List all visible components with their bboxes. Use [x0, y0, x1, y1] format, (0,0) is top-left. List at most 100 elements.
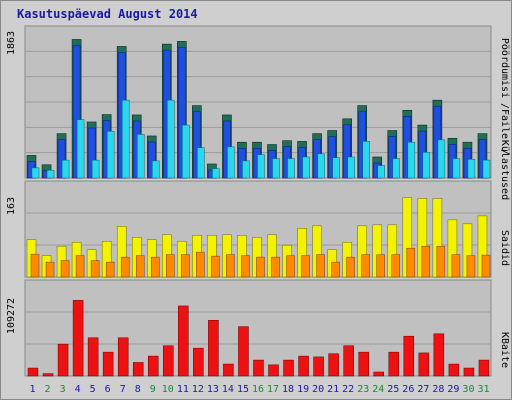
y-scale-label: 163 — [6, 197, 17, 215]
bar-faile — [257, 154, 265, 179]
bar-kbaite — [87, 337, 99, 377]
bar-saidid — [451, 254, 461, 278]
legend-poordumisi: Pöördumisi — [499, 38, 510, 98]
bar-pooringuid — [343, 124, 351, 179]
bar-faile — [407, 141, 416, 179]
x-tick-label: 20 — [312, 384, 324, 395]
x-tick-label: 21 — [327, 384, 339, 395]
bar-faile — [227, 146, 235, 179]
x-tick-label: 6 — [105, 384, 111, 395]
bar-saidid — [346, 256, 355, 278]
legend-faile: Faile — [499, 109, 510, 139]
bar-kbaite — [448, 363, 460, 377]
bar-kbaite — [102, 351, 114, 377]
bar-kbaite — [208, 320, 219, 377]
bar-kbaite — [117, 337, 129, 377]
bar-kbaite — [418, 352, 430, 377]
bar-kbaite — [463, 367, 475, 377]
bar-pooringuid — [178, 47, 186, 179]
bar-faile — [212, 168, 220, 179]
bar-saidid — [436, 245, 446, 278]
bar-saidid — [241, 255, 250, 278]
legend-separator: / — [499, 103, 510, 109]
bar-kbaite — [193, 347, 204, 377]
bar-kbaite — [358, 351, 369, 377]
bar-faile — [46, 169, 55, 179]
bar-faile — [482, 159, 491, 179]
bar-pooringuid — [388, 136, 397, 179]
bar-faile — [287, 158, 295, 179]
x-tick-label: 17 — [267, 384, 279, 395]
bar-faile — [106, 131, 115, 179]
bar-saidid — [286, 255, 295, 278]
x-tick-label: 16 — [252, 384, 264, 395]
bar-faile — [332, 157, 340, 179]
bar-saidid — [181, 254, 190, 278]
bar-saidid — [166, 254, 175, 278]
bar-saidid — [481, 254, 491, 278]
bar-kbaite — [373, 371, 384, 377]
bar-saidid — [105, 261, 115, 278]
bar-kbaite — [313, 356, 324, 377]
bar-kbaite — [27, 367, 39, 377]
x-tick-label: 7 — [120, 384, 126, 395]
bar-saidid — [421, 245, 431, 278]
bar-saidid — [30, 253, 40, 278]
bar-saidid — [256, 256, 265, 278]
bar-saidid — [135, 255, 145, 278]
bar-faile — [467, 159, 476, 179]
bar-kbaite — [72, 300, 84, 377]
x-tick-label: 8 — [135, 384, 141, 395]
bar-saidid — [301, 255, 310, 278]
bar-kbaite — [42, 373, 54, 377]
bar-kbaite — [253, 359, 264, 377]
bar-faile — [362, 141, 370, 179]
chart-title: Kasutuspäevad August 2014 — [17, 7, 198, 21]
x-tick-label: 14 — [222, 384, 234, 395]
bar-faile — [121, 99, 130, 179]
bar-faile — [76, 119, 85, 179]
bar-saidid — [391, 254, 401, 278]
bar-kbaite — [163, 345, 174, 377]
bar-kbaite — [223, 363, 234, 377]
bar-pooringuid — [478, 139, 487, 179]
bar-kbaite — [268, 364, 279, 377]
bar-faile — [242, 160, 250, 179]
x-tick-label: 12 — [192, 384, 204, 395]
x-tick-label: 30 — [462, 384, 474, 395]
bar-faile — [152, 160, 160, 179]
bar-kbaite — [148, 355, 159, 377]
bar-kbaite — [433, 333, 445, 377]
bar-faile — [272, 158, 280, 179]
bar-faile — [136, 134, 145, 179]
legend-separator: / — [499, 149, 510, 155]
x-tick-label: 1 — [30, 384, 36, 395]
bar-kbaite — [298, 355, 309, 377]
bar-faile — [61, 159, 70, 179]
bar-pooringuid — [72, 45, 81, 179]
bar-saidid — [90, 260, 100, 278]
bar-saidid — [45, 261, 55, 278]
bar-pooringuid — [148, 141, 156, 179]
bar-faile — [377, 165, 385, 179]
bar-pooringuid — [57, 139, 66, 179]
x-tick-label: 26 — [402, 384, 414, 395]
bar-kbaite — [388, 351, 400, 377]
bar-pooringuid — [87, 127, 96, 179]
x-tick-label: 19 — [297, 384, 309, 395]
bar-saidid — [271, 256, 280, 278]
bar-faile — [91, 159, 100, 179]
x-tick-label: 28 — [432, 384, 444, 395]
x-tick-label: 15 — [237, 384, 249, 395]
bar-kbaite — [283, 359, 294, 377]
x-tick-label: 31 — [477, 384, 489, 395]
bar-faile — [302, 156, 310, 179]
bar-kbaite — [132, 362, 144, 377]
x-tick-label: 29 — [447, 384, 459, 395]
bar-kbaite — [57, 343, 69, 377]
y-scale-label: 1863 — [6, 31, 17, 55]
x-tick-label: 10 — [162, 384, 174, 395]
x-tick-label: 11 — [177, 384, 189, 395]
y-scale-label: 109272 — [6, 298, 17, 334]
bar-saidid — [316, 254, 325, 278]
